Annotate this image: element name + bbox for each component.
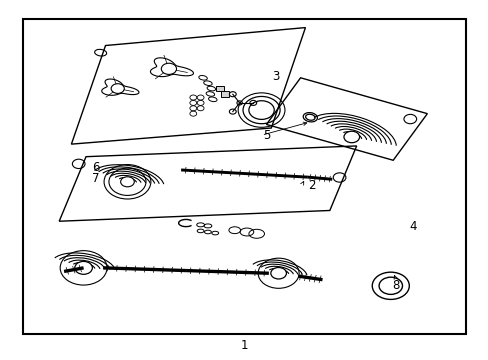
Circle shape (111, 84, 124, 93)
Bar (22, 19, 466, 334)
Text: 1: 1 (240, 339, 248, 352)
Text: 7: 7 (92, 172, 100, 185)
Circle shape (121, 177, 134, 187)
Circle shape (75, 261, 92, 274)
Circle shape (236, 101, 242, 105)
Circle shape (343, 131, 359, 143)
Circle shape (229, 109, 236, 114)
Text: 4: 4 (408, 220, 416, 233)
Text: 8: 8 (391, 279, 399, 292)
Polygon shape (102, 79, 139, 95)
Circle shape (161, 63, 176, 75)
Circle shape (229, 92, 236, 97)
Text: 6: 6 (92, 161, 100, 174)
Text: 2: 2 (307, 179, 315, 192)
Circle shape (270, 267, 286, 279)
Polygon shape (150, 58, 193, 77)
Circle shape (249, 100, 256, 105)
Text: 3: 3 (272, 69, 279, 82)
Text: 5: 5 (262, 129, 269, 142)
Bar (221, 91, 228, 97)
Bar (216, 86, 224, 91)
